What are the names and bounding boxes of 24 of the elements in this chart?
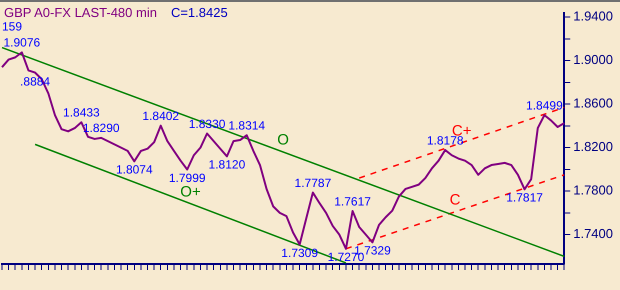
series-label: C [450,191,461,208]
chart-title: GBP A0-FX LAST-480 min [4,5,157,20]
annotation: 1.8074 [116,162,153,177]
annotation: 1.9076 [3,36,41,50]
annotation: 1.7309 [281,246,318,260]
annotation: 1.8433 [63,106,100,120]
y-tick-label: 1.9400 [573,8,614,24]
annotation: 159 [2,19,22,34]
annotation: 1.7817 [506,190,544,205]
annotation: 1.7999 [168,170,206,185]
annotation: 1.7617 [334,194,372,208]
annotation: 1.8499 [526,98,564,112]
y-tick-label: 1.8600 [573,96,614,111]
annotation: 1.8314 [228,118,266,133]
annotation: 1.8120 [208,158,246,172]
series-label: O [277,132,289,149]
y-tick-label: 1.7400 [573,226,614,242]
y-tick-label: 1.7800 [573,182,614,198]
annotation: 1.7787 [294,176,332,190]
series-label: O+ [180,183,201,200]
y-tick-label: 1.8200 [573,139,614,154]
annotation: 1.8402 [142,108,180,123]
y-tick-label: 1.9000 [573,52,614,68]
chart-subtitle: C=1.8425 [170,5,228,20]
